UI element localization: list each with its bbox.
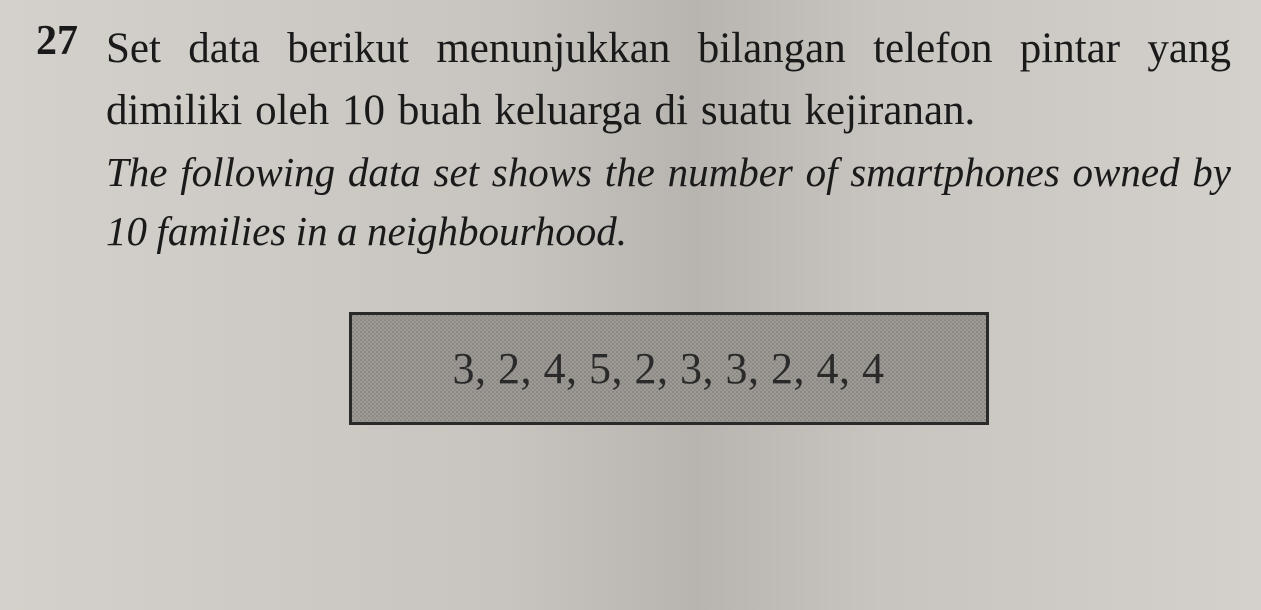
data-box-container: 3, 2, 4, 5, 2, 3, 3, 2, 4, 4 xyxy=(106,312,1231,425)
data-values: 3, 2, 4, 5, 2, 3, 3, 2, 4, 4 xyxy=(453,344,885,393)
question-content: Set data berikut menunjukkan bilangan te… xyxy=(106,18,1231,425)
question-number: 27 xyxy=(36,18,78,64)
question-translation-text: The following data set shows the number … xyxy=(106,143,1231,262)
data-box: 3, 2, 4, 5, 2, 3, 3, 2, 4, 4 xyxy=(349,312,989,425)
question-row: 27 Set data berikut menunjukkan bilangan… xyxy=(36,18,1231,425)
question-main-text: Set data berikut menunjukkan bilangan te… xyxy=(106,18,1231,143)
